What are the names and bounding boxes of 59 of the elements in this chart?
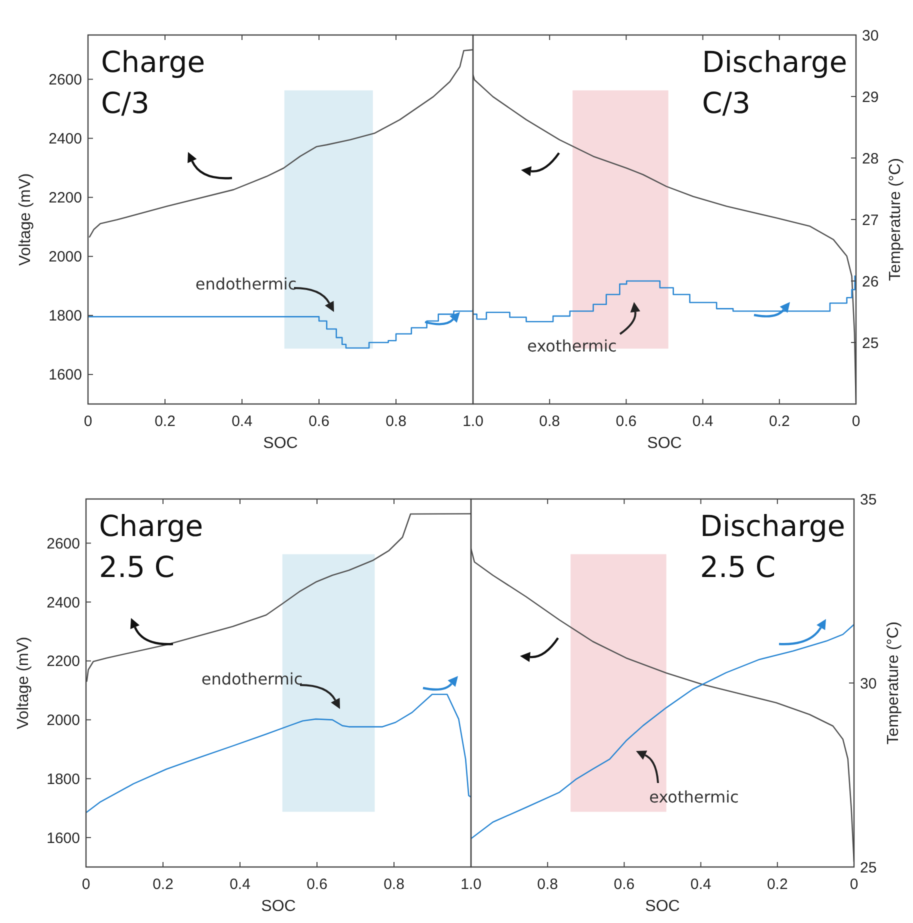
x-tick-label: 1.0 [462,413,484,430]
annotation: endothermic [195,274,297,294]
y-tick-label: 2000 [48,248,82,266]
x-tick-label: 0 [82,876,90,893]
x-tick-label: 0.4 [230,876,250,893]
x-tick-label: 0.2 [766,876,788,893]
y-axis-title: Voltage (mV) [17,173,34,266]
text: Charge C/3 [101,45,206,120]
y-tick-label: 2400 [46,594,80,612]
y2-tick-label: 29 [862,88,879,106]
y-tick-label: 2600 [46,535,80,552]
y2-tick-label: 30 [862,27,879,44]
y2-axis-title: Temperature (°C) [887,158,904,281]
x-tick-label: 1.0 [460,876,482,893]
y-tick-label: 2000 [46,712,80,730]
x-axis-title: SOC [647,435,682,452]
x-tick-label: 0.4 [692,413,714,430]
x-axis-title: SOC [263,435,298,452]
x-tick-label: 0.8 [539,413,560,430]
y-tick-label: 2200 [46,653,80,670]
y2-tick-label: 28 [862,150,879,168]
y-tick-label: 2600 [48,72,82,89]
x-axis-title: SOC [261,898,296,915]
x-tick-label: 0.4 [690,876,712,893]
y-tick-label: 2400 [48,130,82,148]
y-tick-label: 1800 [48,308,82,325]
y2-tick-label: 27 [862,212,879,229]
x-tick-label: 0.6 [614,876,635,893]
x-tick-label: 0.4 [232,413,252,430]
y-axis-title: Voltage (mV) [15,636,32,730]
text: Charge 2.5 C [99,509,204,584]
annotation: exothermic [527,336,617,356]
y2-tick-label: 25 [860,859,877,876]
x-tick-label: 0 [850,876,858,893]
y-tick-label: 1800 [46,770,80,788]
x-tick-label: 0 [84,413,92,430]
x-tick-label: 0 [852,413,860,430]
x-tick-label: 0.6 [308,413,330,430]
annotation: endothermic [201,670,303,689]
y2-tick-label: 30 [860,675,877,692]
x-tick-label: 0.8 [386,413,406,430]
x-tick-label: 0.8 [537,876,558,893]
x-tick-label: 0.8 [384,876,404,893]
y-tick-label: 1600 [48,366,82,384]
x-tick-label: 0.2 [152,876,174,893]
x-tick-label: 0.2 [768,413,790,430]
annotation: exothermic [649,788,739,807]
text: Discharge 2.5 C [700,509,846,584]
x-axis-title: SOC [645,898,680,915]
text: Discharge C/3 [702,45,848,120]
y2-tick-label: 25 [862,334,879,352]
x-tick-label: 0.2 [154,413,176,430]
y2-axis-title: Temperature (°C) [885,622,902,744]
y2-tick-label: 26 [862,273,879,290]
x-tick-label: 0.6 [306,876,328,893]
y-tick-label: 2200 [48,190,82,207]
y-tick-label: 1600 [46,830,80,847]
x-tick-label: 0.6 [616,413,637,430]
y2-tick-label: 35 [860,491,877,508]
